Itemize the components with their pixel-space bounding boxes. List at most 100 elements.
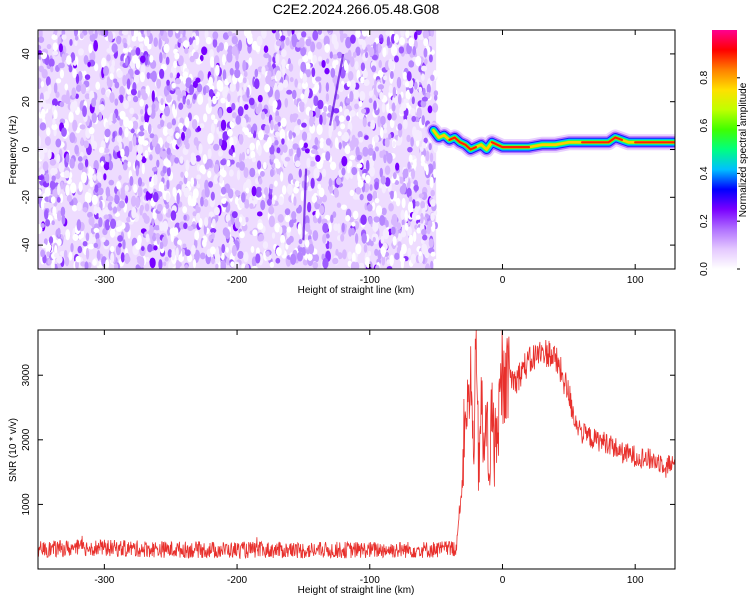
noise-speckle	[98, 111, 103, 122]
noise-speckle	[40, 199, 45, 210]
noise-speckle	[319, 114, 323, 126]
noise-speckle	[69, 38, 73, 46]
noise-speckle	[227, 75, 232, 83]
noise-speckle	[230, 261, 235, 268]
noise-speckle	[227, 93, 231, 102]
noise-speckle	[221, 198, 227, 204]
noise-speckle	[229, 121, 235, 129]
noise-speckle	[225, 246, 229, 253]
noise-speckle	[199, 54, 204, 62]
noise-speckle	[232, 152, 236, 158]
noise-speckle	[375, 205, 383, 216]
noise-speckle	[316, 41, 323, 50]
noise-speckle	[298, 204, 302, 213]
noise-speckle	[280, 117, 287, 127]
noise-speckle	[248, 97, 255, 106]
noise-speckle	[360, 214, 367, 226]
noise-speckle	[210, 122, 215, 135]
noise-speckle	[288, 63, 294, 72]
noise-speckle	[272, 103, 276, 113]
noise-speckle	[297, 223, 302, 235]
noise-speckle	[222, 69, 227, 81]
noise-speckle	[162, 220, 169, 232]
noise-speckle	[89, 50, 96, 63]
noise-speckle	[132, 55, 139, 64]
noise-speckle	[192, 258, 197, 269]
noise-speckle	[132, 135, 137, 147]
noise-speckle	[226, 159, 231, 167]
noise-speckle	[351, 134, 356, 144]
noise-speckle	[387, 113, 392, 121]
noise-speckle	[308, 243, 315, 255]
noise-speckle	[362, 70, 368, 79]
noise-speckle	[239, 231, 245, 239]
noise-speckle	[357, 179, 364, 189]
noise-speckle	[103, 148, 110, 153]
noise-speckle	[368, 90, 374, 98]
noise-speckle	[61, 127, 67, 137]
noise-speckle	[184, 116, 190, 128]
noise-speckle	[317, 183, 322, 190]
noise-speckle	[136, 153, 143, 162]
noise-speckle	[338, 83, 344, 93]
noise-speckle	[68, 251, 73, 261]
noise-speckle	[126, 78, 131, 90]
noise-speckle	[422, 87, 426, 96]
noise-speckle	[318, 187, 325, 198]
snr-x-ticks: -300 -200 -100 0 100	[94, 330, 644, 586]
noise-speckle	[316, 161, 323, 170]
noise-speckle	[332, 54, 338, 60]
noise-speckle	[255, 253, 261, 264]
noise-speckle	[56, 196, 61, 203]
noise-speckle	[301, 31, 307, 38]
noise-speckle	[348, 227, 353, 237]
noise-speckle	[149, 133, 155, 139]
noise-speckle	[199, 164, 206, 174]
noise-speckle	[242, 96, 249, 102]
noise-speckle	[392, 235, 397, 246]
noise-speckle	[349, 109, 356, 117]
noise-speckle	[159, 52, 163, 64]
noise-speckle	[224, 41, 229, 51]
noise-speckle	[341, 156, 348, 167]
noise-speckle	[130, 195, 137, 207]
noise-speckle	[155, 233, 161, 239]
noise-speckle	[60, 206, 66, 217]
noise-speckle	[263, 186, 269, 196]
noise-speckle	[269, 144, 275, 155]
noise-speckle	[208, 181, 214, 188]
noise-speckle	[64, 256, 70, 267]
noise-speckle	[174, 157, 180, 164]
noise-speckle	[111, 43, 118, 53]
noise-speckle	[386, 36, 391, 46]
noise-speckle	[210, 228, 217, 234]
noise-speckle	[406, 187, 412, 198]
y-tick-label: -40	[21, 237, 32, 252]
noise-speckle	[418, 86, 423, 93]
noise-speckle	[356, 163, 363, 169]
noise-speckle	[166, 166, 171, 177]
noise-speckle	[79, 32, 84, 39]
noise-speckle	[269, 261, 275, 268]
noise-speckle	[298, 168, 302, 178]
noise-speckle	[141, 163, 145, 175]
noise-speckle	[332, 257, 339, 265]
noise-speckle	[350, 261, 358, 269]
noise-speckle	[98, 146, 105, 154]
noise-speckle	[213, 118, 218, 125]
noise-speckle	[220, 186, 227, 195]
noise-speckle	[46, 243, 52, 251]
noise-speckle	[84, 261, 89, 269]
noise-speckle	[374, 248, 379, 256]
noise-speckle	[286, 238, 292, 246]
noise-speckle	[188, 37, 193, 46]
noise-speckle	[202, 86, 207, 96]
noise-speckle	[227, 220, 232, 227]
noise-speckle	[257, 130, 265, 141]
noise-speckle	[96, 206, 101, 214]
noise-speckle	[118, 175, 122, 181]
noise-speckle	[45, 76, 51, 87]
noise-speckle	[178, 102, 184, 110]
noise-speckle	[185, 142, 190, 150]
x-tick-label: -200	[227, 575, 247, 586]
